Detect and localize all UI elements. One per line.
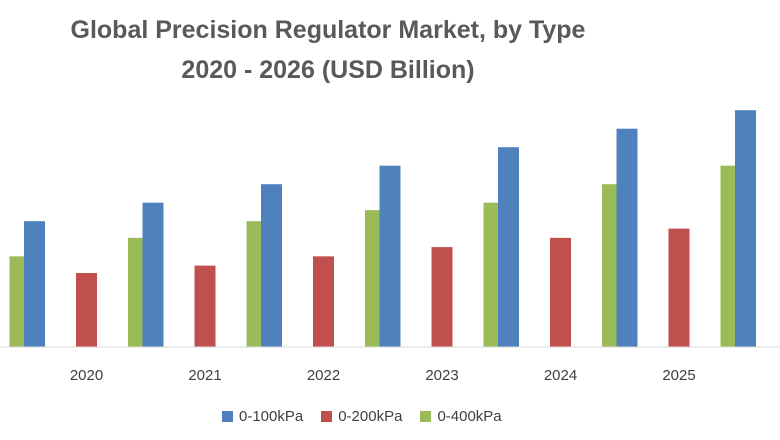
bar-0-200kpa-2021 [194, 265, 216, 347]
bar-0-200kpa-2022 [313, 256, 334, 347]
bar-0-200kpa-2020 [76, 273, 97, 347]
bar-0-200kpa-2024 [550, 237, 571, 347]
bar-0-200kpa-2023 [431, 247, 453, 347]
x-tick-label-2024: 2024 [544, 367, 577, 384]
legend-item-0-100kpa: 0-100kPa [222, 408, 303, 425]
bar-0-100kpa-2026 [735, 110, 756, 347]
bar-0-100kpa-2025 [616, 128, 638, 347]
x-tick-label-2025: 2025 [662, 367, 695, 384]
bar-0-200kpa-2025 [668, 228, 690, 347]
bar-0-100kpa-2022 [261, 184, 282, 347]
x-tick-label-2022: 2022 [307, 367, 340, 384]
legend-item-0-200kpa: 0-200kPa [321, 408, 402, 425]
legend-label-0-100kpa: 0-100kPa [239, 408, 304, 425]
bars-group [9, 110, 756, 347]
chart-title: Global Precision Regulator Market, by Ty… [70, 16, 586, 44]
x-tick-labels: 20192020202120222023202420252026 [70, 367, 696, 384]
bar-0-100kpa-2023 [379, 165, 401, 347]
chart-title-block: Global Precision Regulator Market, by Ty… [0, 10, 656, 90]
bar-0-100kpa-2020 [24, 221, 45, 347]
x-tick-label-2021: 2021 [188, 367, 221, 384]
x-tick-label-2020: 2020 [70, 367, 103, 384]
bar-0-100kpa-2021 [142, 202, 164, 347]
bar-0-100kpa-2024 [498, 147, 519, 347]
legend-label-0-400kpa: 0-400kPa [437, 408, 502, 425]
legend: 0-100kPa 0-200kPa 0-400kPa [222, 408, 502, 425]
x-tick-label-2023: 2023 [425, 367, 458, 384]
legend-label-0-200kpa: 0-200kPa [338, 408, 403, 425]
legend-swatch-0-100kpa [222, 411, 233, 422]
legend-swatch-0-400kpa [420, 411, 432, 422]
legend-item-0-400kpa: 0-400kPa [420, 408, 502, 425]
legend-swatch-0-200kpa [321, 411, 333, 422]
chart-subtitle: 2020 - 2026 (USD Billion) [181, 56, 475, 84]
